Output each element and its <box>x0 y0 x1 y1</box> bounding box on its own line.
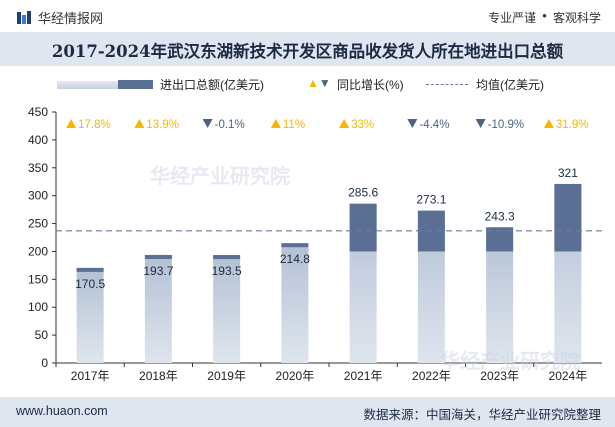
yoy-label: -0.1% <box>215 119 245 131</box>
footer: www.huaon.com 数据来源：中国海关，华经产业研究院整理 <box>0 397 615 427</box>
yoy-up-triangle <box>270 119 281 128</box>
bar <box>281 243 309 363</box>
slogan-separator: ● <box>542 11 547 20</box>
y-tick-label: 0 <box>41 356 48 370</box>
yoy-label: -10.9% <box>488 119 524 131</box>
yoy-label: 13.9% <box>146 119 179 131</box>
y-tick-label: 150 <box>28 272 48 286</box>
bar-top-cap <box>349 203 377 252</box>
chart-legend: 进出口总额(亿美元) ▲▼ 同比增长(%) 均值(亿美元) <box>0 74 615 94</box>
yoy-up-triangle <box>66 119 77 128</box>
huajing-logo-icon <box>17 10 31 24</box>
bar-top-cap <box>76 267 104 272</box>
legend-bar-swatch <box>118 80 153 89</box>
y-tick-label: 300 <box>28 189 48 203</box>
slogan: 专业严谨 ● 客观科学 <box>488 9 601 26</box>
x-tick-label: 2020年 <box>276 369 315 383</box>
x-tick-label: 2017年 <box>71 369 110 383</box>
yoy-label: 31.9% <box>556 119 589 131</box>
bar-chart: 0 50 100 150 200 250 300 350 400 450 170.5 2017年 17.… <box>28 105 602 383</box>
x-tick-label: 2021年 <box>344 369 383 383</box>
y-tick-label: 400 <box>28 133 48 147</box>
y-tick-label: 450 <box>28 105 48 119</box>
yoy-down-triangle <box>202 119 213 128</box>
legend-yoy-icon: ▲▼ <box>307 76 331 90</box>
yoy-label: -4.4% <box>419 119 449 131</box>
legend-bar-label: 进出口总额(亿美元) <box>160 78 264 92</box>
x-tick-label: 2019年 <box>207 369 246 383</box>
bar-value-label: 170.5 <box>75 277 105 291</box>
top-bar: 华经情报网 专业严谨 ● 客观科学 <box>0 0 615 32</box>
yoy-up-triangle <box>134 119 145 128</box>
footer-source: 数据来源：中国海关，华经产业研究院整理 <box>363 408 601 422</box>
brand: 华经情报网 <box>16 8 103 27</box>
legend-bar-swatch-light <box>57 81 119 89</box>
bar-value-label: 285.6 <box>348 186 378 200</box>
bar <box>144 254 172 363</box>
bar-value-label: 243.3 <box>485 209 515 223</box>
bar-value-label: 273.1 <box>416 193 446 207</box>
legend-yoy-label: 同比增长(%) <box>337 78 404 92</box>
bar-top-cap <box>554 183 582 252</box>
x-tick-label: 2024年 <box>549 369 588 383</box>
yoy-down-triangle <box>407 119 418 128</box>
watermark-1: 华经产业研究院 <box>150 166 290 188</box>
x-tick-label: 2023年 <box>480 369 519 383</box>
bar-value-label: 193.7 <box>143 264 173 278</box>
legend-average-line <box>426 84 468 85</box>
y-tick-label: 350 <box>28 161 48 175</box>
footer-website: www.huaon.com <box>16 404 108 418</box>
bar-value-label: 321 <box>558 166 578 180</box>
legend-average-label: 均值(亿美元) <box>476 78 544 92</box>
bar-top-cap <box>281 243 309 248</box>
y-tick-label: 200 <box>28 244 48 258</box>
bar-top-cap <box>213 255 241 260</box>
title-bar <box>0 32 615 66</box>
x-tick-label: 2018年 <box>139 369 178 383</box>
bar <box>76 267 104 363</box>
bar <box>213 255 241 363</box>
bar-value-label: 193.5 <box>212 264 242 278</box>
slogan-left: 专业严谨 <box>488 11 537 25</box>
y-tick-label: 50 <box>35 328 49 342</box>
bar-top-cap <box>144 254 172 259</box>
slogan-right: 客观科学 <box>552 11 601 25</box>
yoy-up-triangle <box>543 119 554 128</box>
brand-name: 华经情报网 <box>38 11 104 26</box>
yoy-down-triangle <box>475 119 486 128</box>
y-tick-label: 100 <box>28 300 48 314</box>
yoy-label: 17.8% <box>78 119 111 131</box>
yoy-label: 33% <box>351 119 374 131</box>
watermark-2: 华经产业研究院 <box>440 351 580 373</box>
bar-value-label: 214.8 <box>280 252 310 266</box>
y-tick-label: 250 <box>28 217 48 231</box>
yoy-label: 11% <box>283 119 305 131</box>
x-tick-label: 2022年 <box>412 369 451 383</box>
chart-title: 2017-2024年武汉东湖新技术开发区商品收发货人所在地进出口总额 <box>51 42 564 61</box>
yoy-up-triangle <box>339 119 350 128</box>
